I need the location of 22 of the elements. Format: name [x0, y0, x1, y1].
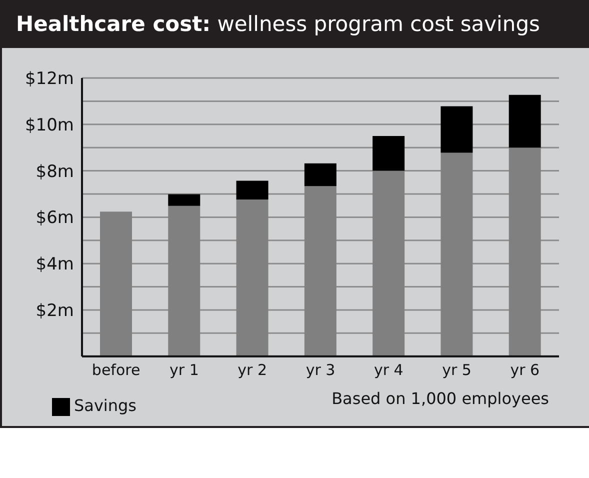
y-tick-label: $6m: [36, 208, 74, 228]
legend-label: Savings: [74, 396, 137, 416]
bar: [168, 194, 200, 206]
y-tick-label: $10m: [24, 115, 74, 136]
chart-title: Healthcare cost: wellness program cost savings: [0, 0, 589, 48]
y-tick-label: $2m: [36, 301, 74, 322]
bar: [440, 106, 473, 153]
x-tick-label: yr 3: [306, 361, 336, 380]
bar: [372, 136, 405, 171]
x-tick-label: before: [92, 361, 140, 380]
x-tick-label: yr 6: [510, 361, 540, 380]
x-tick-label: yr 1: [170, 361, 199, 380]
bar: [304, 163, 336, 186]
y-tick-label: $8m: [36, 162, 74, 182]
bar: [508, 94, 541, 148]
x-tick-label: yr 5: [442, 361, 472, 380]
x-tick-label: yr 2: [238, 361, 268, 380]
text: Based on 1,000 employees: [332, 389, 549, 408]
bar: [236, 180, 268, 200]
y-tick-label: $12m: [24, 69, 74, 90]
y-tick-label: $4m: [36, 254, 74, 275]
x-tick-label: yr 4: [374, 361, 404, 380]
